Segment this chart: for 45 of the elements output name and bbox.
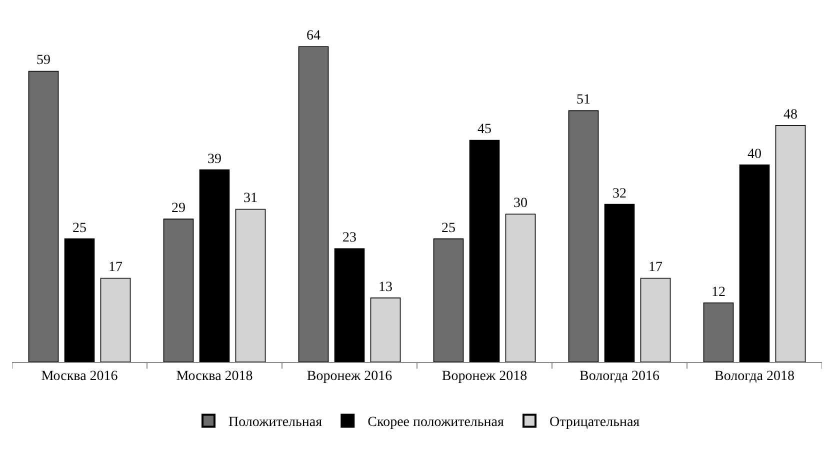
data-label: 59: [36, 53, 50, 68]
x-tick-label: Вологда 2016: [579, 368, 660, 384]
bar: [433, 238, 464, 362]
x-tick-label: Воронеж 2018: [442, 368, 528, 384]
bar: [568, 110, 599, 362]
data-label: 17: [648, 260, 662, 276]
data-label: 32: [612, 186, 626, 202]
data-label: 25: [442, 220, 456, 236]
data-label: 31: [244, 191, 258, 206]
bar: [370, 298, 401, 362]
bar: [703, 302, 734, 362]
bar: [775, 125, 806, 362]
bar: [505, 214, 536, 362]
data-label: 48: [784, 107, 798, 122]
data-label: 29: [172, 201, 186, 216]
data-label: 23: [342, 230, 356, 246]
x-tick-label: Вологда 2018: [714, 368, 795, 384]
data-label: 51: [576, 92, 590, 108]
data-label: 64: [306, 28, 320, 44]
bar: [469, 140, 500, 362]
bar: [739, 164, 770, 362]
x-tick-label: Воронеж 2016: [306, 368, 392, 384]
legend-label: Отрицательная: [550, 415, 640, 430]
bar: [100, 278, 131, 362]
data-label: 17: [108, 260, 122, 276]
legend-label: Положительная: [228, 415, 323, 430]
bar: [604, 204, 635, 362]
data-label: 30: [514, 196, 528, 212]
data-label: 12: [712, 284, 726, 300]
bar: [298, 46, 329, 362]
legend-label: Скорее положительная: [368, 415, 505, 430]
data-label: 40: [748, 146, 762, 162]
data-label: 45: [478, 122, 492, 138]
data-label: 13: [378, 280, 392, 295]
bar: [334, 248, 365, 362]
bar: [199, 169, 230, 362]
bar: [235, 208, 266, 362]
bar: [640, 278, 671, 362]
bar: [163, 218, 194, 362]
x-tick-label: Москва 2016: [41, 368, 118, 384]
bar: [64, 238, 95, 362]
data-label: 39: [208, 152, 222, 167]
x-tick-label: Москва 2018: [176, 368, 253, 384]
bar: [28, 70, 59, 362]
data-label: 25: [72, 220, 86, 236]
